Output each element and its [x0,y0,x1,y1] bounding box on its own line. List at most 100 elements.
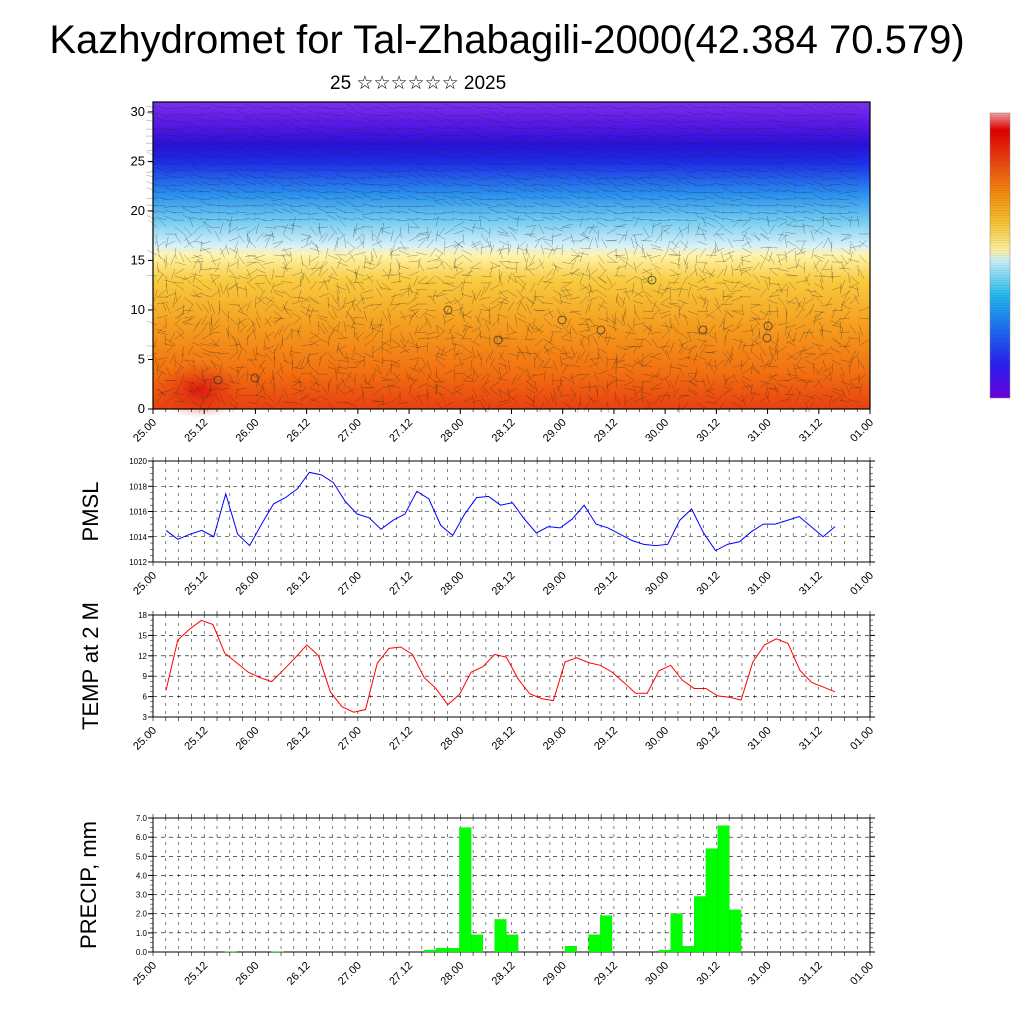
wind-barb [210,338,219,348]
wind-barb [538,259,545,270]
wind-barb [777,172,788,179]
wind-barb [345,282,350,294]
wind-barb [443,138,455,144]
wind-barb [425,309,437,312]
wind-barb [317,191,329,194]
wind-barb [651,373,662,380]
wind-barb [371,183,383,186]
wind-barb [507,240,509,252]
wind-barb [229,317,239,326]
wind-barb [534,338,544,347]
wind-barb [713,133,725,137]
wind-barb [417,323,426,333]
wind-barb [740,149,752,151]
wind-barb [544,338,554,347]
wind-barb [515,128,527,130]
wind-barb [732,280,740,291]
wind-barb [758,114,770,116]
wind-barb [830,320,842,326]
wind-barb [651,247,663,251]
wind-barb [407,377,419,382]
wind-barb [776,104,788,109]
wind-barb [584,352,590,364]
wind-barb [497,173,509,179]
wind-barb [786,297,797,305]
wind-barb [633,388,644,396]
wind-barb [723,282,731,292]
x-tick-label: 01.00 [848,960,876,988]
wind-barb [524,128,536,130]
wind-barb [777,379,789,382]
wind-barb [461,184,473,186]
wind-barb [273,303,282,312]
wind-barb [377,254,383,266]
y-tick-label: 7.0 [136,814,148,823]
wind-barb [596,160,608,165]
wind-barb [626,323,635,333]
wind-barb [317,219,329,221]
wind-barb [461,131,473,137]
wind-barb [704,271,716,277]
wind-barb [198,258,203,270]
wind-barb [425,212,437,215]
wind-barb [335,160,347,165]
wind-barb [264,233,276,238]
wind-barb [840,373,845,385]
wind-barb [831,254,840,264]
wind-barb [479,309,491,312]
wind-barb [678,342,684,354]
wind-barb [462,310,465,322]
y-tick-label: 18 [138,611,147,620]
wind-barb [560,114,572,116]
wind-barb [686,103,698,109]
wind-barb [633,217,640,228]
wind-barb [559,377,563,389]
wind-barb [570,387,577,398]
wind-barb [345,268,357,274]
wind-barb [381,356,383,368]
wind-barb [416,110,428,116]
wind-barb [657,282,662,294]
wind-barb [317,154,329,158]
wind-barb [182,146,194,151]
wind-barb [399,314,411,319]
wind-barb [434,139,446,144]
wind-barb [569,271,581,277]
wind-barb [650,148,662,151]
wind-barb [282,401,294,404]
wind-barb [471,387,478,398]
wind-barb [187,303,194,314]
wind-barb [488,149,500,151]
wind-barb [470,126,482,130]
wind-barb [704,387,716,393]
wind-barb [578,218,590,221]
wind-barb [343,321,347,333]
wind-barb [146,170,158,173]
wind-barb [769,289,779,298]
wind-barb [174,332,185,340]
wind-barb [831,395,842,403]
wind-barb [858,359,865,370]
wind-barb [618,233,626,244]
wind-barb [542,238,554,242]
wind-barb [182,275,194,281]
y-tick-label: 3 [143,713,148,722]
wind-barb [668,180,680,186]
wind-barb [299,141,311,144]
wind-barb [696,261,708,264]
wind-barb [651,373,662,380]
wind-barb [421,357,428,368]
wind-barb [345,310,354,320]
wind-barb [524,177,536,180]
wind-barb [793,363,797,375]
wind-barb [182,133,194,137]
wind-barb [391,394,401,403]
wind-barb [462,249,473,256]
wind-barb [830,224,842,228]
wind-barb [389,384,401,389]
wind-barb [839,121,851,124]
wind-barb [273,310,283,319]
wind-barb [804,273,811,284]
wind-barb [426,275,436,284]
wind-barb [246,323,255,333]
